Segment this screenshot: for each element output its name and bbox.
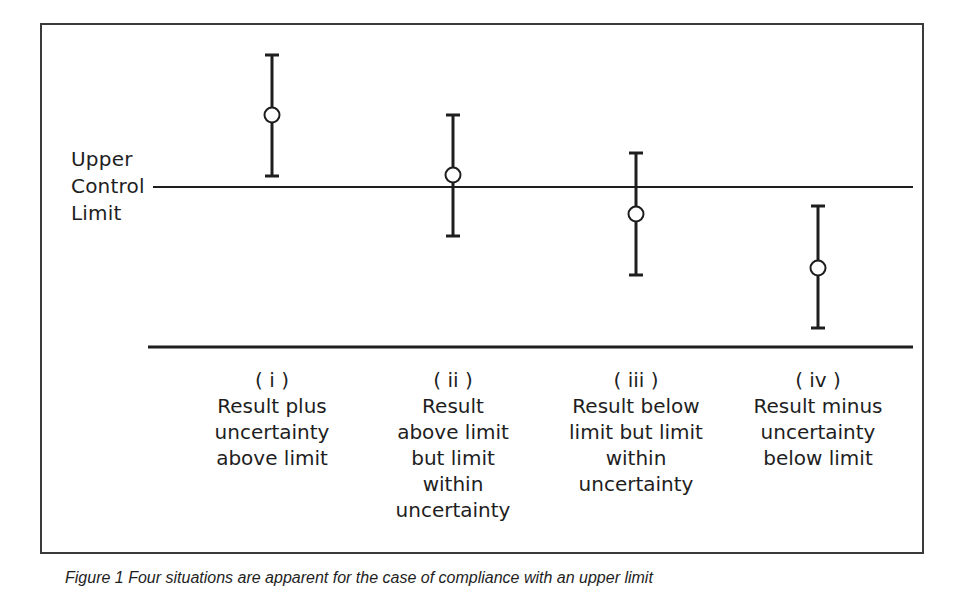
situation-iii-numeral: ( iii )	[569, 367, 703, 393]
situation-iii-description: Result below limit but limit within unce…	[569, 393, 703, 497]
upper-control-limit-label: Upper Control Limit	[71, 146, 145, 227]
situation-i-description: Result plus uncertainty above limit	[215, 393, 330, 471]
situation-column-i: ( i ) Result plus uncertainty above limi…	[215, 367, 330, 471]
situation-column-iv: ( iv ) Result minus uncertainty below li…	[754, 367, 883, 471]
situation-i-numeral: ( i )	[215, 367, 330, 393]
figure-1-compliance-diagram: Upper Control Limit ( i ) Result plus un…	[0, 0, 965, 611]
figure-caption: Figure 1 Four situations are apparent fo…	[65, 567, 653, 589]
situation-ii-numeral: ( ii )	[396, 367, 511, 393]
situation-column-ii: ( ii ) Result above limit but limit with…	[396, 367, 511, 523]
situation-iv-description: Result minus uncertainty below limit	[754, 393, 883, 471]
situation-iv-numeral: ( iv )	[754, 367, 883, 393]
situation-column-iii: ( iii ) Result below limit but limit wit…	[569, 367, 703, 497]
situation-ii-description: Result above limit but limit within unce…	[396, 393, 511, 523]
